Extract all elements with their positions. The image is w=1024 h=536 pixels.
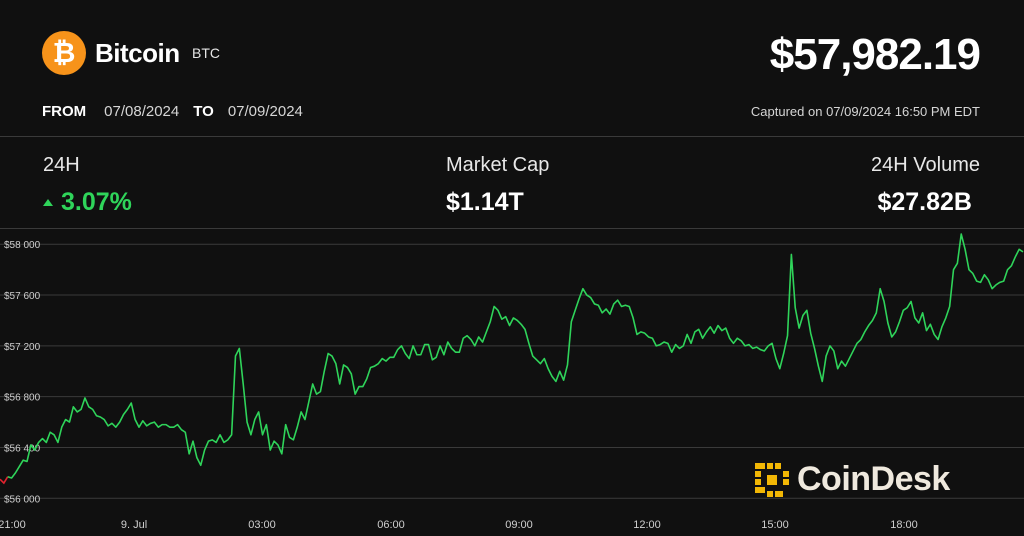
captured-timestamp: Captured on 07/09/2024 16:50 PM EDT bbox=[750, 104, 980, 119]
x-tick-label: 09:00 bbox=[505, 519, 533, 531]
market-cap-label: Market Cap bbox=[446, 154, 550, 176]
change-percent: 3.07% bbox=[61, 188, 132, 216]
up-arrow-icon bbox=[43, 199, 53, 206]
y-tick-label: $56 800 bbox=[4, 393, 41, 404]
coin-ticker: BTC bbox=[192, 45, 220, 61]
to-label: TO bbox=[193, 103, 214, 120]
x-tick-label: 15:00 bbox=[761, 519, 789, 531]
price-chart: $56 000 $56 400 $56 800 $57 200 $57 600 $58 0… bbox=[0, 233, 1024, 531]
y-tick-label: $56 000 bbox=[4, 494, 41, 505]
from-label: FROM bbox=[42, 103, 87, 120]
bitcoin-logo-icon: ₿ bbox=[42, 31, 86, 75]
y-tick-label: $56 400 bbox=[4, 443, 41, 454]
from-date: 07/08/2024 bbox=[104, 103, 180, 120]
coindesk-watermark: CoinDesk bbox=[753, 460, 950, 499]
current-price: $57,982.19 bbox=[769, 30, 981, 79]
to-date: 07/09/2024 bbox=[227, 103, 303, 120]
y-tick-label: $57 600 bbox=[4, 291, 41, 302]
x-tick-label: 9. Jul bbox=[121, 519, 147, 531]
x-tick-label: 06:00 bbox=[377, 519, 405, 531]
date-range: FROM 07/08/2024 TO 07/09/2024 bbox=[42, 103, 303, 120]
market-cap-value: $1.14T bbox=[446, 188, 524, 216]
bitcoin-logo-symbol: ₿ bbox=[52, 37, 76, 68]
y-tick-label: $57 200 bbox=[4, 342, 41, 353]
price-line-down-segment bbox=[0, 476, 9, 485]
volume-value: $27.82B bbox=[877, 188, 972, 216]
coindesk-wordmark: CoinDesk bbox=[797, 460, 950, 498]
x-tick-label: 12:00 bbox=[633, 519, 661, 531]
header-divider bbox=[0, 136, 1024, 137]
price-line bbox=[7, 233, 1024, 479]
change-label: 24H bbox=[43, 154, 80, 176]
coin-header: ₿ Bitcoin BTC $57,982.19 FROM 07/08/2024… bbox=[0, 0, 1024, 137]
volume-label: 24H Volume bbox=[871, 154, 980, 176]
stats-divider bbox=[0, 228, 1024, 229]
x-tick-label: 21:00 bbox=[0, 519, 26, 531]
change-value: 3.07% bbox=[43, 188, 132, 217]
y-tick-label: $58 000 bbox=[4, 240, 41, 251]
coin-name: Bitcoin bbox=[95, 38, 180, 68]
coindesk-logo-icon bbox=[755, 462, 789, 497]
x-tick-label: 03:00 bbox=[248, 519, 276, 531]
x-tick-label: 18:00 bbox=[890, 519, 918, 531]
